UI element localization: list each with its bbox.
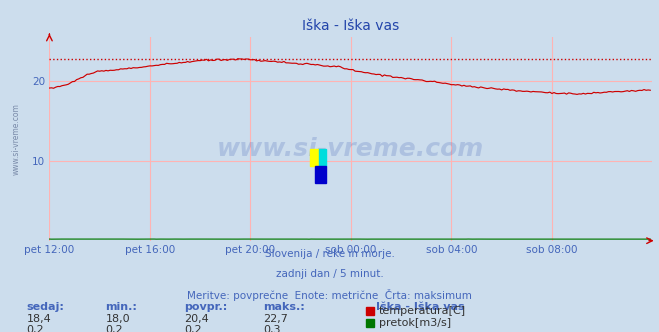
Title: Iška - Iška vas: Iška - Iška vas xyxy=(302,19,399,33)
Text: sedaj:: sedaj: xyxy=(26,302,64,312)
Text: maks.:: maks.: xyxy=(264,302,305,312)
Text: Iška - Iška vas: Iška - Iška vas xyxy=(376,302,464,312)
Text: www.si-vreme.com: www.si-vreme.com xyxy=(12,103,21,175)
Text: Meritve: povprečne  Enote: metrične  Črta: maksimum: Meritve: povprečne Enote: metrične Črta:… xyxy=(187,289,472,301)
Text: 18,0: 18,0 xyxy=(105,314,130,324)
Text: 20,4: 20,4 xyxy=(185,314,210,324)
Text: 0,2: 0,2 xyxy=(185,325,202,332)
Text: 18,4: 18,4 xyxy=(26,314,51,324)
Text: 0,2: 0,2 xyxy=(105,325,123,332)
Text: www.si-vreme.com: www.si-vreme.com xyxy=(217,137,484,161)
Text: temperatura[C]: temperatura[C] xyxy=(379,306,466,316)
Text: 22,7: 22,7 xyxy=(264,314,289,324)
Text: povpr.:: povpr.: xyxy=(185,302,228,312)
Text: Slovenija / reke in morje.: Slovenija / reke in morje. xyxy=(264,249,395,259)
Text: min.:: min.: xyxy=(105,302,137,312)
Text: 0,3: 0,3 xyxy=(264,325,281,332)
Text: zadnji dan / 5 minut.: zadnji dan / 5 minut. xyxy=(275,269,384,279)
Text: pretok[m3/s]: pretok[m3/s] xyxy=(379,318,451,328)
Text: 0,2: 0,2 xyxy=(26,325,44,332)
